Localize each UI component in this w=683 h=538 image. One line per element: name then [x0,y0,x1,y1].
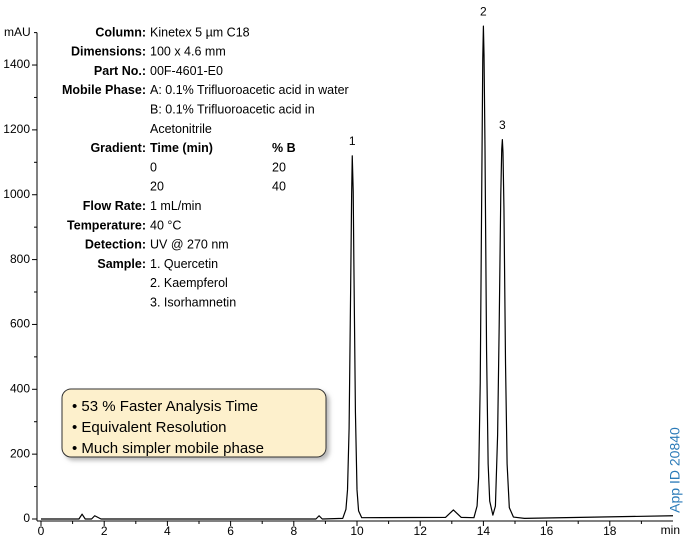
condition-label: Gradient: [90,141,146,155]
condition-value: Acetonitrile [150,122,212,136]
condition-value: 40 °C [150,218,181,232]
x-tick-label: 14 [477,524,491,538]
gradient-cell: 20 [272,160,286,174]
x-tick-label: 18 [603,524,617,538]
x-tick-label: 4 [164,524,171,538]
y-tick-label: 1400 [3,57,30,71]
app-id: App ID 20840 [667,427,683,513]
condition-value: A: 0.1% Trifluoroacetic acid in water [150,83,349,97]
x-tick-label: 12 [414,524,428,538]
highlight: • Equivalent Resolution [72,419,227,436]
condition-value: 1 mL/min [150,199,201,213]
condition-label: Detection: [85,238,146,252]
gradient-cell: 40 [272,180,286,194]
callout-box [61,388,327,458]
gradient-cell: 20 [150,180,164,194]
x-tick-label: 8 [290,524,297,538]
x-tick-label: 6 [227,524,234,538]
condition-label: Mobile Phase: [62,83,146,97]
condition-label: Dimensions: [71,45,146,59]
condition-value: 3. Isorhamnetin [150,295,236,309]
conditions: Column: Kinetex 5 µm C18 Dimensions: 100 x … [62,25,349,309]
condition-value: B: 0.1% Trifluoroacetic acid in [150,102,315,116]
condition-label: Column: [95,25,146,39]
peak-label: 1 [349,134,356,148]
y-tick-label: 400 [10,381,30,395]
x-tick-label: 10 [350,524,364,538]
x-axis-label: min [661,523,680,537]
condition-value: 00F-4601-E0 [150,64,223,78]
condition-label: Flow Rate: [83,199,146,213]
chromatogram-trace [41,25,674,520]
condition-value: 100 x 4.6 mm [150,45,226,59]
gradient-cell: 0 [150,160,157,174]
gradient-header: % B [272,141,296,155]
x-tick-label: 0 [38,524,45,538]
y-tick-label: 600 [10,317,30,331]
peak-label: 2 [480,4,487,18]
condition-label: Temperature: [67,218,146,232]
highlight: • Much simpler mobile phase [72,440,264,457]
y-tick-label: 200 [10,446,30,460]
y-tick-label: 1000 [3,187,30,201]
y-tick-label: 0 [23,511,30,525]
highlight: • 53 % Faster Analysis Time [72,398,258,415]
x-tick-label: 16 [540,524,554,538]
gradient-header: Time (min) [150,141,213,155]
condition-value: Kinetex 5 µm C18 [150,25,250,39]
condition-value: UV @ 270 nm [150,238,229,252]
y-tick-label: 1200 [3,122,30,136]
condition-label: Part No.: [94,64,146,78]
peak-label: 3 [499,118,506,132]
condition-label: Sample: [97,257,146,271]
y-tick-label: 800 [10,252,30,266]
x-tick-label: 2 [101,524,108,538]
condition-value: 2. Kaempferol [150,276,228,290]
y-axis-label: mAU [4,25,31,39]
condition-value: 1. Quercetin [150,257,218,271]
